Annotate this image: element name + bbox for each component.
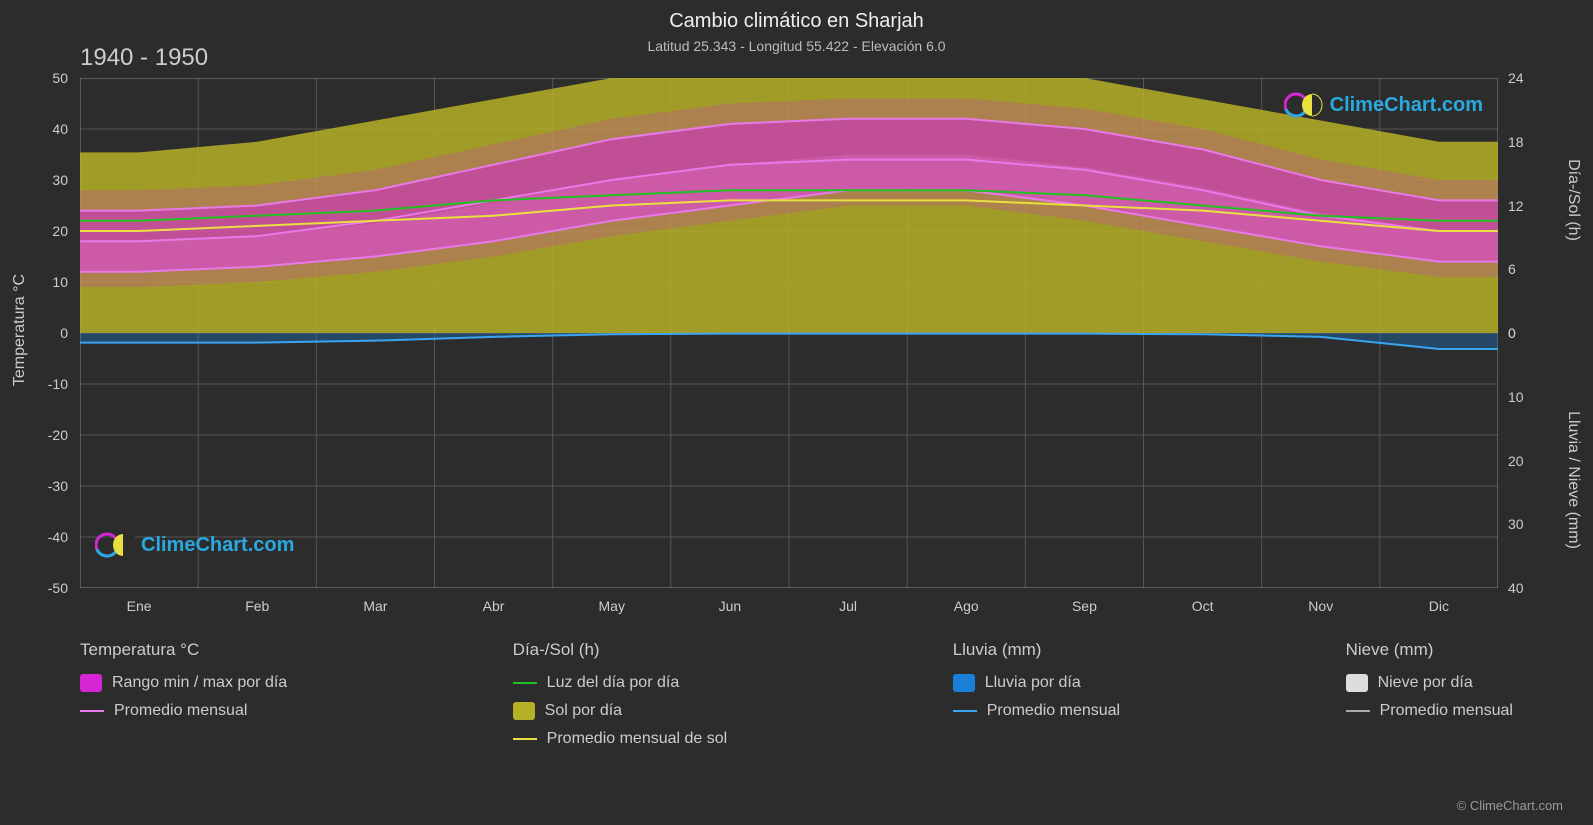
logo-icon (95, 530, 135, 560)
legend-item: Sol por día (513, 702, 728, 720)
y-tick-right-daysol: 18 (1508, 134, 1524, 150)
legend-column: Temperatura °C Rango min / max por día Pro… (80, 640, 287, 748)
x-tick-month: Feb (245, 598, 269, 614)
legend-item: Promedio mensual (1346, 702, 1513, 720)
legend-item: Nieve por día (1346, 674, 1513, 692)
legend-item: Rango min / max por día (80, 674, 287, 692)
legend-swatch (80, 710, 104, 712)
y-tick-left: -30 (38, 478, 68, 494)
x-tick-month: Mar (363, 598, 387, 614)
copyright: © ClimeChart.com (1457, 798, 1563, 813)
legend-label: Luz del día por día (547, 674, 680, 692)
legend-column: Día-/Sol (h) Luz del día por día Sol por d… (513, 640, 728, 748)
legend-swatch (953, 674, 975, 692)
legend-swatch (1346, 674, 1368, 692)
y-tick-right-rain: 0 (1508, 325, 1516, 341)
legend-column: Nieve (mm) Nieve por día Promedio mensual (1346, 640, 1513, 748)
y-tick-left: 0 (38, 325, 68, 341)
legend-heading: Temperatura °C (80, 640, 287, 660)
logo-top: ClimeChart.com (1284, 90, 1483, 120)
x-tick-month: Jul (839, 598, 857, 614)
legend-swatch (80, 674, 102, 692)
y-axis-right-rain-label: Lluvia / Nieve (mm) (1564, 411, 1582, 549)
legend-label: Promedio mensual de sol (547, 730, 728, 748)
x-tick-month: Jun (719, 598, 742, 614)
x-tick-month: Sep (1072, 598, 1097, 614)
legend-item: Lluvia por día (953, 674, 1120, 692)
legend-label: Promedio mensual (114, 702, 247, 720)
legend-heading: Nieve (mm) (1346, 640, 1513, 660)
y-tick-left: -10 (38, 376, 68, 392)
logo-text: ClimeChart.com (1330, 94, 1483, 117)
y-tick-left: 40 (38, 121, 68, 137)
y-axis-left-label: Temperatura °C (11, 274, 29, 386)
legend-swatch (513, 702, 535, 720)
legend-swatch (513, 682, 537, 684)
legend-label: Promedio mensual (1380, 702, 1513, 720)
x-tick-month: Oct (1192, 598, 1214, 614)
legend-swatch (1346, 710, 1370, 712)
legend-label: Nieve por día (1378, 674, 1473, 692)
logo-text: ClimeChart.com (141, 534, 294, 557)
y-tick-right-daysol: 12 (1508, 198, 1524, 214)
legend-heading: Día-/Sol (h) (513, 640, 728, 660)
y-tick-right-daysol: 24 (1508, 70, 1524, 86)
climate-chart: Cambio climático en Sharjah Latitud 25.3… (0, 0, 1593, 825)
y-tick-right-rain: 30 (1508, 516, 1524, 532)
y-tick-left: 50 (38, 70, 68, 86)
y-tick-left: -40 (38, 529, 68, 545)
y-tick-right-rain: 40 (1508, 580, 1524, 596)
period-label: 1940 - 1950 (80, 44, 208, 72)
legend-item: Promedio mensual de sol (513, 730, 728, 748)
y-tick-right-rain: 10 (1508, 389, 1524, 405)
x-tick-month: Abr (483, 598, 505, 614)
legend-label: Rango min / max por día (112, 674, 287, 692)
legend-item: Promedio mensual (953, 702, 1120, 720)
plot-area (80, 78, 1498, 588)
y-axis-right-daysol-label: Día-/Sol (h) (1564, 159, 1582, 241)
chart-subtitle: Latitud 25.343 - Longitud 55.422 - Eleva… (647, 38, 945, 54)
y-tick-left: -50 (38, 580, 68, 596)
logo-bottom: ClimeChart.com (95, 530, 294, 560)
x-tick-month: Nov (1308, 598, 1333, 614)
x-tick-month: Ene (127, 598, 152, 614)
y-tick-left: -20 (38, 427, 68, 443)
x-tick-month: May (599, 598, 625, 614)
legend-swatch (513, 738, 537, 740)
legend-label: Promedio mensual (987, 702, 1120, 720)
legend-label: Lluvia por día (985, 674, 1081, 692)
legend-item: Luz del día por día (513, 674, 728, 692)
legend-swatch (953, 710, 977, 712)
y-tick-right-rain: 20 (1508, 453, 1524, 469)
y-tick-right-daysol: 6 (1508, 261, 1516, 277)
legend-item: Promedio mensual (80, 702, 287, 720)
legend-heading: Lluvia (mm) (953, 640, 1120, 660)
legend-column: Lluvia (mm) Lluvia por día Promedio mensua… (953, 640, 1120, 748)
legend: Temperatura °C Rango min / max por día Pro… (0, 640, 1593, 748)
chart-title: Cambio climático en Sharjah (669, 10, 924, 33)
x-tick-month: Ago (954, 598, 979, 614)
x-tick-month: Dic (1429, 598, 1449, 614)
y-tick-left: 20 (38, 223, 68, 239)
legend-label: Sol por día (545, 702, 622, 720)
logo-icon (1284, 90, 1324, 120)
y-tick-left: 10 (38, 274, 68, 290)
y-tick-left: 30 (38, 172, 68, 188)
